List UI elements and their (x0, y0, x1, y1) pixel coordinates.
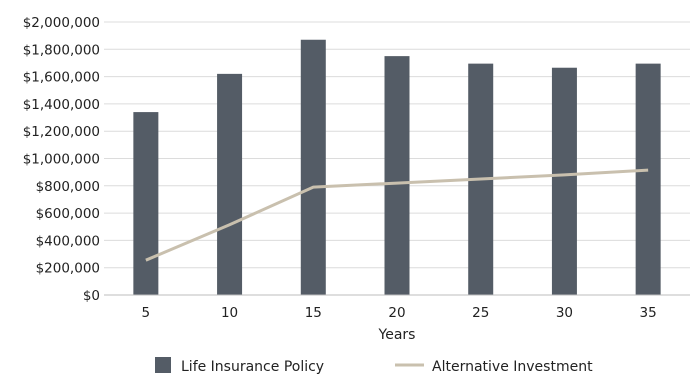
line-alternative-investment (145, 168, 649, 262)
bar-series (133, 39, 661, 296)
bar-10 (217, 73, 243, 296)
y-tick-label: $800,000 (36, 179, 100, 195)
x-tick-label: 15 (305, 305, 322, 321)
bar-15 (300, 39, 326, 296)
bar-20 (384, 56, 410, 295)
x-tick-label: 25 (472, 305, 489, 321)
y-tick-label: $0 (83, 288, 100, 304)
bar-30 (551, 67, 577, 295)
x-tick-label: 30 (556, 305, 573, 321)
x-axis-ticks: 5 10 15 20 25 30 35 (142, 305, 657, 321)
x-tick-label: 10 (221, 305, 238, 321)
y-tick-label: $200,000 (36, 261, 100, 277)
x-tick-label: 5 (142, 305, 151, 321)
y-tick-label: $1,800,000 (23, 42, 100, 58)
legend-swatch-life-insurance (155, 357, 171, 373)
x-tick-label: 35 (640, 305, 657, 321)
y-tick-label: $1,600,000 (23, 70, 100, 86)
line-series (145, 168, 649, 262)
y-tick-label: $1,000,000 (23, 152, 100, 168)
y-tick-label: $400,000 (36, 233, 100, 249)
legend: Life Insurance Policy Alternative Invest… (155, 357, 593, 375)
y-tick-label: $1,200,000 (23, 124, 100, 140)
bar-35 (635, 63, 661, 295)
y-axis-ticks: $0 $200,000 $400,000 $600,000 $800,000 $1,000… (23, 15, 100, 304)
y-tick-label: $1,400,000 (23, 97, 100, 113)
legend-label-life-insurance: Life Insurance Policy (181, 359, 324, 375)
legend-label-alternative: Alternative Investment (432, 359, 593, 375)
bar-5 (133, 112, 159, 295)
x-tick-label: 20 (388, 305, 405, 321)
y-tick-label: $2,000,000 (23, 15, 100, 31)
x-axis-title: Years (378, 327, 416, 343)
y-tick-label: $600,000 (36, 206, 100, 222)
